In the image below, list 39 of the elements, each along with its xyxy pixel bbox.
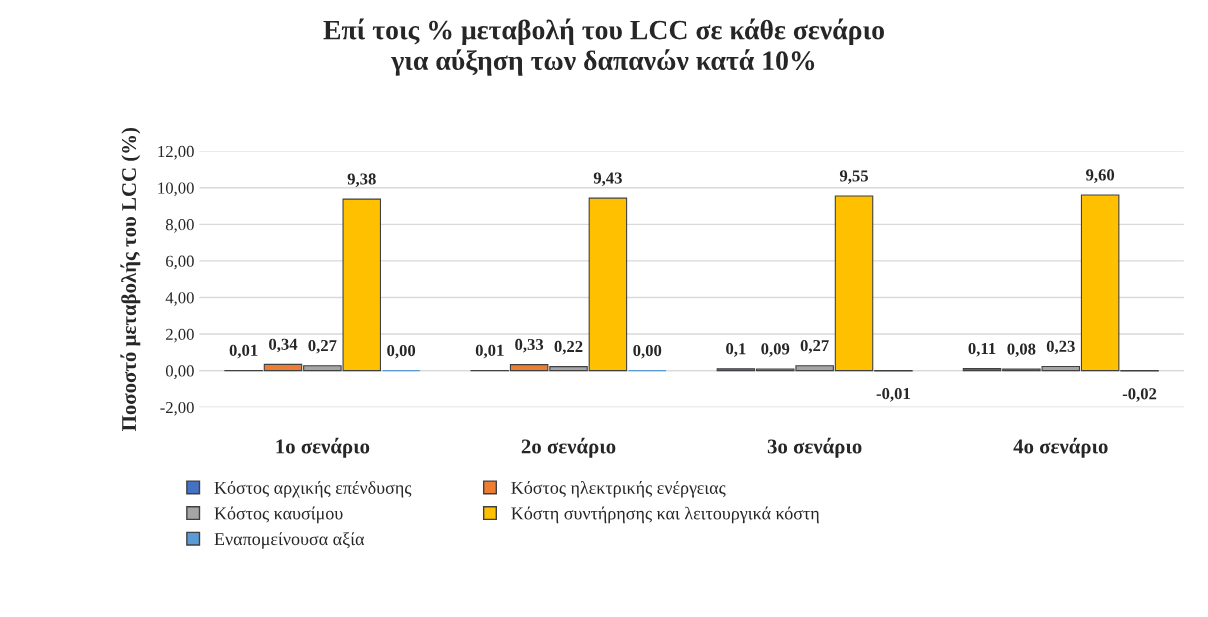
y-tick-label: 10,00: [158, 182, 194, 197]
data-label: 0,00: [387, 344, 416, 359]
y-tick-label: 12,00: [158, 145, 194, 160]
y-axis-title: Ποσοστό μεταβολής του LCC (%): [120, 127, 141, 431]
data-label: 0,27: [308, 339, 337, 354]
data-label: 0,01: [475, 344, 504, 359]
x-tick-label: 1ο σενάριο: [276, 437, 370, 458]
legend-label: Κόστος ηλεκτρικής ενέργειας: [511, 481, 726, 498]
data-label: 9,38: [347, 173, 376, 187]
x-tick-label: 4ο σενάριο: [1013, 437, 1108, 458]
chart-title: Επί τοις % μεταβολή του LCC σε κάθε σενάριο για αύξηση των δαπανών κατά 10%: [323, 18, 884, 76]
data-label: -0,02: [1122, 388, 1157, 402]
data-label: 0,11: [968, 342, 996, 357]
data-label: 0,22: [554, 340, 583, 355]
data-label: 0,33: [515, 338, 544, 353]
data-label: 0,01: [229, 344, 258, 359]
y-tick-label: -2,00: [160, 401, 194, 416]
y-tick-label: 4,00: [165, 292, 194, 306]
data-label: 9,60: [1086, 169, 1115, 183]
data-label: 0,27: [800, 339, 829, 354]
data-label: 9,55: [839, 170, 868, 184]
legend-label: Κόστη συντήρησης και λειτουργικά κόστη: [511, 506, 819, 524]
data-label: 9,43: [593, 172, 622, 187]
data-label: -0,01: [876, 387, 910, 402]
data-label: 0,09: [761, 343, 790, 357]
y-tick-label: 8,00: [165, 219, 194, 233]
data-label: 0,08: [1007, 343, 1036, 358]
y-tick-label: 6,00: [166, 255, 194, 270]
y-tick-label: 2,00: [166, 328, 194, 343]
data-label: 0,34: [269, 338, 298, 353]
y-tick-label: 0,00: [165, 365, 194, 379]
x-tick-label: 2ο σενάριο: [521, 437, 616, 458]
data-label: 0,1: [726, 343, 746, 357]
x-tick-label: 3ο σενάριο: [767, 437, 862, 458]
legend-label: Κόστος αρχικής επένδυσης: [214, 481, 412, 498]
data-label: 0,23: [1046, 340, 1075, 355]
legend-label: Εναπομείνουσα αξία: [214, 532, 365, 549]
legend-label: Κόστος καυσίμου: [214, 506, 343, 524]
data-label: 0,00: [633, 344, 662, 359]
